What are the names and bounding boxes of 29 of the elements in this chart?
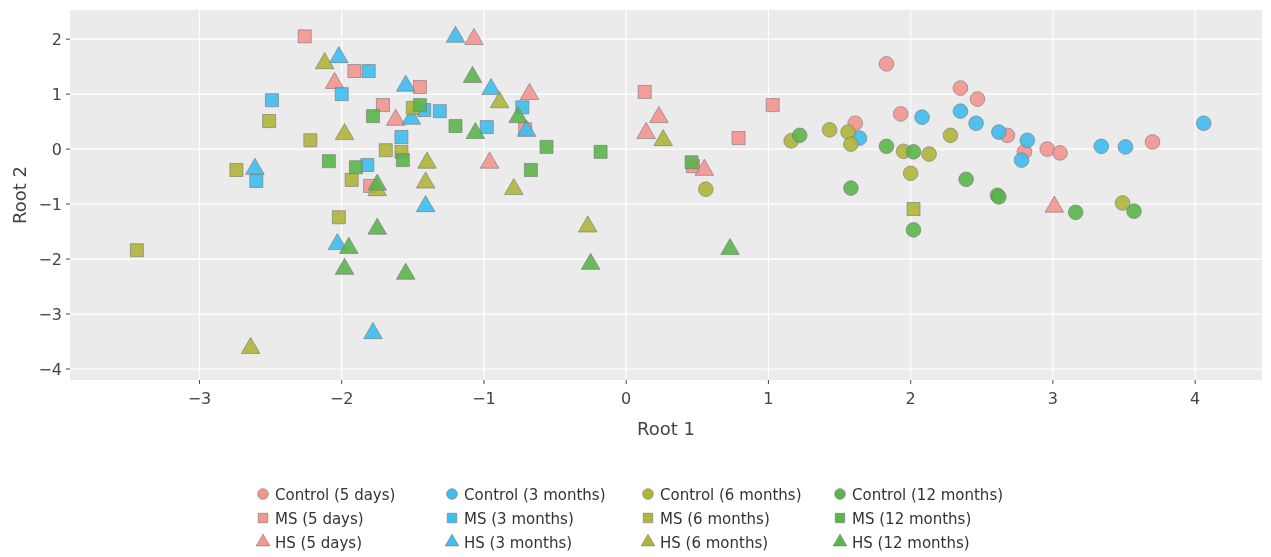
- legend-label: Control (3 months): [464, 485, 606, 504]
- x-tick-label: 4: [1190, 389, 1201, 408]
- x-axis-title: Root 1: [637, 418, 695, 439]
- x-tick-label: −1: [472, 389, 496, 408]
- legend-label: HS (6 months): [660, 533, 769, 552]
- y-tick-label: 1: [51, 85, 62, 105]
- legend-label: MS (12 months): [852, 509, 972, 528]
- x-tick-label: −2: [329, 389, 354, 408]
- x-tick-label: 0: [621, 389, 632, 408]
- y-tick-label: 0: [51, 140, 62, 160]
- x-tick-label: 2: [905, 389, 916, 408]
- y-tick-label: −1: [38, 195, 62, 215]
- x-tick-label: 3: [1047, 389, 1058, 408]
- legend-label: HS (5 days): [275, 533, 362, 552]
- legend-label: MS (5 days): [275, 509, 364, 528]
- legend-label: Control (12 months): [852, 485, 1004, 504]
- y-axis-title: Root 2: [9, 166, 30, 224]
- legend-label: MS (3 months): [464, 509, 574, 528]
- legend-label: HS (3 months): [464, 533, 573, 552]
- y-tick-label: −2: [38, 250, 62, 270]
- x-tick-label: −3: [187, 389, 212, 408]
- legend-label: Control (5 days): [275, 485, 396, 504]
- y-tick-label: 2: [51, 30, 62, 50]
- y-tick-label: −4: [38, 360, 62, 379]
- legend-label: HS (12 months): [852, 533, 970, 552]
- y-tick-label: −3: [38, 305, 62, 325]
- legend-label: MS (6 months): [660, 509, 770, 528]
- x-tick-label: 1: [763, 389, 774, 408]
- legend-label: Control (6 months): [660, 485, 802, 504]
